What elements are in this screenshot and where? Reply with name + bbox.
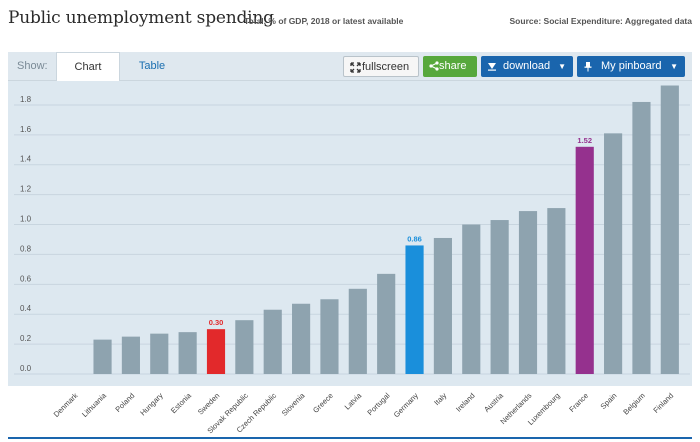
chevron-down-icon: ▼ [558, 62, 566, 71]
bar-portugal [377, 273, 396, 374]
source-note: Source: Social Expenditure: Aggregated d… [509, 16, 692, 26]
x-tick-label: Italy [432, 391, 448, 407]
bar-netherlands [518, 211, 538, 374]
share-button[interactable]: share [423, 56, 477, 77]
y-tick-label: 0.6 [20, 274, 32, 283]
x-tick-label: Germany [392, 391, 420, 419]
chart-subtitle: Total, % of GDP, 2018 or latest availabl… [244, 16, 404, 26]
bar-france [575, 146, 594, 374]
y-tick-label: 1.4 [20, 155, 32, 164]
x-tick-label: Belgium [621, 391, 647, 417]
x-tick-label: Slovenia [280, 390, 307, 417]
show-label: Show: [17, 60, 48, 72]
data-label: 0.86 [407, 234, 422, 243]
chart-header: Public unemployment spending Total, % of… [8, 8, 692, 34]
x-tick-label: Sweden [196, 391, 222, 417]
pinboard-label: My pinboard [601, 60, 662, 72]
fullscreen-button[interactable]: fullscreen [343, 56, 419, 77]
bar-luxembourg [547, 208, 566, 374]
bar-estonia [178, 332, 197, 374]
tab-table[interactable]: Table [138, 60, 166, 72]
fullscreen-label: fullscreen [362, 61, 410, 73]
page-title: Public unemployment spending [8, 8, 274, 28]
x-tick-label: Austria [482, 390, 505, 413]
x-tick-label: Estonia [169, 390, 194, 415]
x-tick-label: France [567, 391, 590, 414]
bar-lithuania [93, 339, 112, 374]
x-tick-label: Finland [651, 391, 675, 415]
bar-poland [121, 336, 140, 374]
fullscreen-icon [350, 57, 361, 78]
x-tick-label: Denmark [52, 391, 80, 419]
bar-czech-republic [263, 309, 282, 374]
x-tick-label: Hungary [138, 391, 165, 418]
bar-spain [604, 133, 623, 374]
share-icon [429, 56, 439, 77]
bar-belgium [632, 101, 651, 375]
bar-latvia [348, 288, 367, 374]
y-tick-label: 0.8 [20, 244, 32, 253]
x-tick-label: Lithuania [80, 390, 108, 418]
bar-hungary [150, 333, 169, 374]
x-tick-label: Greece [311, 391, 335, 415]
bottom-divider [8, 437, 692, 439]
bar-italy [433, 237, 452, 374]
bar-sweden [206, 329, 226, 374]
chevron-down-icon: ▼ [670, 62, 678, 71]
chart-toolbar: Show: Chart Table fullscreen share downl… [8, 52, 692, 81]
bar-germany [405, 245, 424, 374]
x-tick-label: Latvia [343, 390, 364, 411]
x-tick-label: Poland [113, 391, 136, 414]
download-label: download [503, 60, 551, 72]
y-tick-label: 0.0 [20, 364, 32, 373]
y-tick-label: 0.4 [20, 304, 32, 313]
download-button[interactable]: download ▼ [481, 56, 573, 77]
x-tick-label: Portugal [365, 391, 391, 417]
bar-slovak-republic [235, 320, 254, 374]
pinboard-button[interactable]: My pinboard ▼ [577, 56, 685, 77]
data-label: 0.30 [209, 318, 224, 327]
bar-slovenia [292, 303, 311, 374]
data-label: 1.52 [577, 136, 592, 145]
y-tick-label: 1.8 [20, 95, 32, 104]
y-tick-label: 0.2 [20, 334, 32, 343]
download-icon [487, 56, 497, 77]
tab-chart[interactable]: Chart [56, 52, 120, 81]
bar-finland [660, 85, 679, 374]
x-tick-label: Ireland [454, 391, 477, 414]
share-label: share [439, 60, 467, 72]
y-tick-label: 1.2 [20, 185, 32, 194]
x-tick-label: Spain [599, 391, 619, 411]
pin-icon [583, 56, 593, 77]
bar-ireland [462, 224, 481, 374]
y-tick-label: 1.6 [20, 125, 32, 134]
bar-greece [320, 299, 339, 374]
bar-austria [490, 220, 509, 374]
y-tick-label: 1.0 [20, 215, 32, 224]
